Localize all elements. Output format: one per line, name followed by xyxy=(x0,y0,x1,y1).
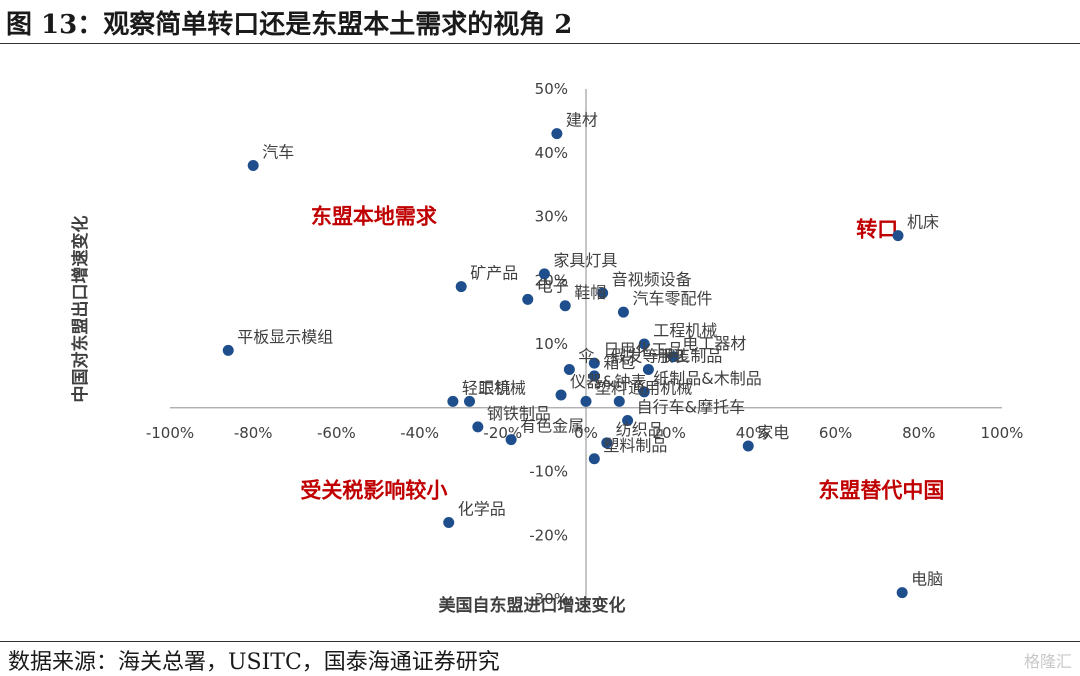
x-tick-label: -100% xyxy=(146,424,194,442)
x-tick-label: 80% xyxy=(902,424,935,442)
x-tick-label: 100% xyxy=(981,424,1024,442)
data-point xyxy=(464,395,476,407)
source-divider xyxy=(0,641,1080,642)
x-tick-label: 40% xyxy=(736,424,769,442)
data-point-label: 建材 xyxy=(566,111,598,130)
y-tick-label: 50% xyxy=(535,80,568,98)
quadrant-label: 东盟本地需求 xyxy=(311,205,437,229)
y-tick-label: -20% xyxy=(529,526,568,544)
data-point xyxy=(667,351,679,363)
y-tick-label: 40% xyxy=(535,144,568,162)
data-point xyxy=(443,517,455,528)
data-point-label: 眼镜 xyxy=(479,378,511,397)
data-point xyxy=(505,434,517,446)
data-point xyxy=(622,415,634,426)
data-point xyxy=(247,160,259,171)
data-points xyxy=(222,128,908,599)
data-point-label: 机床 xyxy=(907,213,939,232)
data-point-label: 有色金属 xyxy=(520,417,584,436)
x-tick-label: 20% xyxy=(653,424,686,442)
x-tick-label: 0% xyxy=(574,424,598,442)
data-point-label: 音视频设备 xyxy=(612,270,692,289)
data-point-label: 电工器材 xyxy=(682,334,746,353)
quadrant-label: 东盟替代中国 xyxy=(818,479,944,503)
y-axis-label: 中国对东盟出口增速变化 xyxy=(70,216,91,403)
data-point xyxy=(472,421,484,433)
data-point-label: 自行车&摩托车 xyxy=(637,398,745,417)
data-point-label: 塑料 xyxy=(595,378,627,397)
data-point-label: 轻工机械 xyxy=(462,378,526,397)
data-point xyxy=(601,437,613,449)
scatter-chart: -100% -80% -60% -40% -20% 0% 20% 40% 60% 80% 100% -… xyxy=(70,80,1024,616)
x-tick-label: -60% xyxy=(317,424,356,442)
data-point xyxy=(559,300,571,312)
data-point-label: 鞋帽 xyxy=(574,283,606,302)
data-point-label: 汽车零配件 xyxy=(632,289,712,308)
data-point-label: 服装 xyxy=(657,347,689,366)
data-point xyxy=(455,281,467,293)
data-point-label: 塑料制品 xyxy=(603,436,667,455)
data-point xyxy=(638,338,650,350)
data-point xyxy=(588,370,600,382)
data-point-label: 通用机械 xyxy=(628,378,692,397)
data-point-label: 家电 xyxy=(757,423,789,442)
quadrant-label: 受关税影响较小 xyxy=(300,479,447,503)
data-point xyxy=(588,453,600,465)
x-tick-label: 60% xyxy=(819,424,852,442)
source-note: 数据来源：海关总署，USITC，国泰海通证券研究 xyxy=(8,650,500,675)
tick-labels: -100% -80% -60% -40% -20% 0% 20% 40% 60% 80% 100% -… xyxy=(146,80,1024,608)
data-point xyxy=(642,364,654,375)
y-tick-label: 10% xyxy=(535,335,568,353)
data-point-label: 伞、假发等手工制品 xyxy=(578,347,722,366)
data-point-label: 矿产品 xyxy=(470,264,518,283)
data-point xyxy=(597,287,609,299)
data-point-label: 纸制品&木制品 xyxy=(653,369,761,388)
data-point xyxy=(538,268,550,280)
data-point-label: 钢铁制品 xyxy=(487,404,551,423)
data-point-label: 电子 xyxy=(537,276,569,295)
x-tick-label: -40% xyxy=(400,424,439,442)
data-point xyxy=(613,395,625,407)
data-point xyxy=(555,389,567,401)
data-point-label: 家具灯具 xyxy=(553,251,617,270)
title-divider xyxy=(0,43,1080,44)
data-point xyxy=(617,306,629,318)
data-point-label: 日用化工品 xyxy=(603,340,683,359)
data-point-label: 汽车 xyxy=(262,143,294,162)
y-tick-label: 30% xyxy=(535,208,568,226)
data-point-label: 化学品 xyxy=(458,500,506,519)
y-tick-label: -10% xyxy=(529,463,568,481)
data-point xyxy=(551,128,563,140)
x-axis-label: 美国自东盟进口增速变化 xyxy=(439,595,626,616)
data-point xyxy=(580,395,592,407)
data-point xyxy=(447,395,459,407)
data-point-label: 工程机械 xyxy=(653,321,717,340)
data-point xyxy=(896,587,908,599)
data-point xyxy=(563,364,575,375)
watermark: 格隆汇 xyxy=(1023,652,1072,671)
data-point xyxy=(742,440,754,452)
x-tick-label: -80% xyxy=(234,424,273,442)
figure-title: 图 13：观察简单转口还是东盟本土需求的视角 2 xyxy=(6,10,573,40)
data-point-label: 电脑 xyxy=(911,570,943,589)
data-point-label: 仪器&钟表 xyxy=(570,372,646,391)
data-point xyxy=(222,344,234,356)
data-point xyxy=(638,386,650,398)
y-tick-label: -30% xyxy=(529,590,568,608)
data-point-label: 平板显示模组 xyxy=(237,327,333,346)
axes xyxy=(170,89,1002,599)
data-point-label: 箱包 xyxy=(603,353,635,372)
data-point-label: 纺织品 xyxy=(616,420,664,439)
data-point xyxy=(892,230,904,242)
quadrant-label: 转口 xyxy=(856,217,898,241)
data-point xyxy=(522,293,534,305)
data-point xyxy=(588,357,600,369)
